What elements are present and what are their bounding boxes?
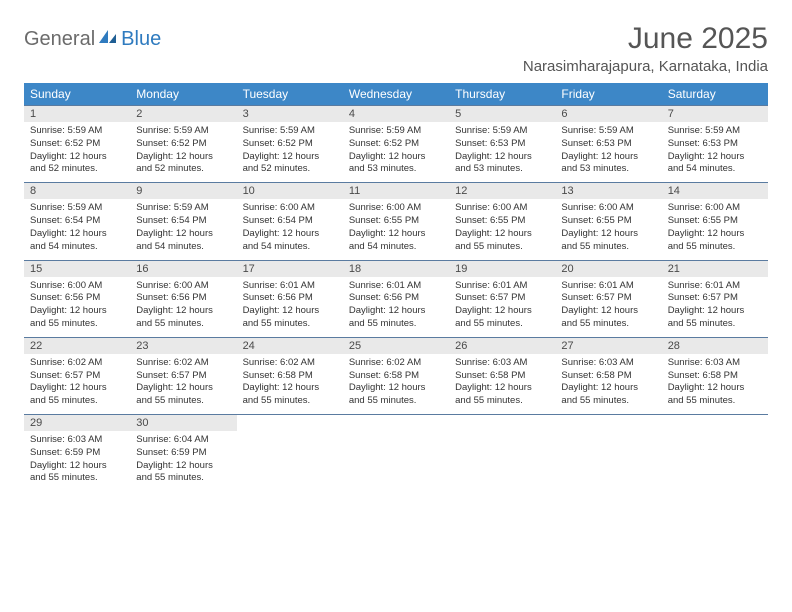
day-data-cell: Sunrise: 6:00 AMSunset: 6:56 PMDaylight:… <box>130 277 236 338</box>
day-data-row: Sunrise: 6:03 AMSunset: 6:59 PMDaylight:… <box>24 431 768 491</box>
day-data-cell <box>343 431 449 491</box>
title-block: June 2025 Narasimharajapura, Karnataka, … <box>523 22 768 75</box>
day-number-cell <box>237 415 343 432</box>
day-data-row: Sunrise: 5:59 AMSunset: 6:52 PMDaylight:… <box>24 122 768 183</box>
day-data-cell: Sunrise: 5:59 AMSunset: 6:54 PMDaylight:… <box>130 199 236 260</box>
weekday-header: Thursday <box>449 83 555 106</box>
day-number-row: 891011121314 <box>24 183 768 200</box>
day-number-cell: 24 <box>237 337 343 354</box>
day-data-cell: Sunrise: 6:02 AMSunset: 6:58 PMDaylight:… <box>343 354 449 415</box>
day-number-cell: 14 <box>662 183 768 200</box>
day-number-cell: 29 <box>24 415 130 432</box>
day-data-cell: Sunrise: 6:00 AMSunset: 6:55 PMDaylight:… <box>449 199 555 260</box>
day-data-row: Sunrise: 6:02 AMSunset: 6:57 PMDaylight:… <box>24 354 768 415</box>
day-number-cell: 25 <box>343 337 449 354</box>
day-data-cell: Sunrise: 5:59 AMSunset: 6:52 PMDaylight:… <box>24 122 130 183</box>
day-number-cell <box>555 415 661 432</box>
day-data-cell: Sunrise: 5:59 AMSunset: 6:53 PMDaylight:… <box>555 122 661 183</box>
day-number-cell: 6 <box>555 106 661 123</box>
day-data-cell <box>449 431 555 491</box>
day-data-row: Sunrise: 5:59 AMSunset: 6:54 PMDaylight:… <box>24 199 768 260</box>
day-data-cell: Sunrise: 6:01 AMSunset: 6:56 PMDaylight:… <box>237 277 343 338</box>
weekday-header-row: Sunday Monday Tuesday Wednesday Thursday… <box>24 83 768 106</box>
logo-text-blue: Blue <box>121 28 161 51</box>
day-number-row: 1234567 <box>24 106 768 123</box>
day-data-cell <box>555 431 661 491</box>
day-data-cell: Sunrise: 6:00 AMSunset: 6:54 PMDaylight:… <box>237 199 343 260</box>
day-number-cell: 5 <box>449 106 555 123</box>
day-number-cell: 19 <box>449 260 555 277</box>
day-data-cell: Sunrise: 6:03 AMSunset: 6:58 PMDaylight:… <box>555 354 661 415</box>
day-number-cell: 27 <box>555 337 661 354</box>
day-number-cell <box>343 415 449 432</box>
day-data-cell: Sunrise: 6:04 AMSunset: 6:59 PMDaylight:… <box>130 431 236 491</box>
day-number-cell: 9 <box>130 183 236 200</box>
day-number-cell: 8 <box>24 183 130 200</box>
day-number-cell: 23 <box>130 337 236 354</box>
calendar-table: Sunday Monday Tuesday Wednesday Thursday… <box>24 83 768 491</box>
day-data-cell <box>237 431 343 491</box>
day-number-cell: 13 <box>555 183 661 200</box>
day-number-cell: 11 <box>343 183 449 200</box>
day-data-cell: Sunrise: 6:00 AMSunset: 6:55 PMDaylight:… <box>343 199 449 260</box>
day-data-cell: Sunrise: 5:59 AMSunset: 6:52 PMDaylight:… <box>237 122 343 183</box>
day-number-cell: 12 <box>449 183 555 200</box>
page-header: General Blue June 2025 Narasimharajapura… <box>24 22 768 75</box>
day-data-row: Sunrise: 6:00 AMSunset: 6:56 PMDaylight:… <box>24 277 768 338</box>
month-title: June 2025 <box>523 22 768 56</box>
day-number-row: 15161718192021 <box>24 260 768 277</box>
day-number-cell: 15 <box>24 260 130 277</box>
day-number-cell: 21 <box>662 260 768 277</box>
day-data-cell: Sunrise: 6:02 AMSunset: 6:58 PMDaylight:… <box>237 354 343 415</box>
day-number-cell: 16 <box>130 260 236 277</box>
calendar-page: General Blue June 2025 Narasimharajapura… <box>0 0 792 513</box>
location-label: Narasimharajapura, Karnataka, India <box>523 58 768 75</box>
day-number-row: 2930 <box>24 415 768 432</box>
day-number-cell <box>449 415 555 432</box>
weekday-header: Friday <box>555 83 661 106</box>
logo-text-general: General <box>24 28 95 51</box>
day-data-cell: Sunrise: 5:59 AMSunset: 6:52 PMDaylight:… <box>343 122 449 183</box>
day-data-cell: Sunrise: 6:00 AMSunset: 6:55 PMDaylight:… <box>662 199 768 260</box>
day-number-cell: 22 <box>24 337 130 354</box>
weekday-header: Wednesday <box>343 83 449 106</box>
day-data-cell: Sunrise: 6:01 AMSunset: 6:57 PMDaylight:… <box>449 277 555 338</box>
weekday-header: Saturday <box>662 83 768 106</box>
day-data-cell: Sunrise: 5:59 AMSunset: 6:53 PMDaylight:… <box>662 122 768 183</box>
day-data-cell: Sunrise: 6:03 AMSunset: 6:58 PMDaylight:… <box>449 354 555 415</box>
day-number-cell: 18 <box>343 260 449 277</box>
day-number-cell: 30 <box>130 415 236 432</box>
day-number-cell: 4 <box>343 106 449 123</box>
day-number-cell <box>662 415 768 432</box>
day-data-cell: Sunrise: 6:01 AMSunset: 6:57 PMDaylight:… <box>555 277 661 338</box>
day-data-cell: Sunrise: 5:59 AMSunset: 6:52 PMDaylight:… <box>130 122 236 183</box>
day-data-cell: Sunrise: 6:02 AMSunset: 6:57 PMDaylight:… <box>24 354 130 415</box>
calendar-body: 1234567Sunrise: 5:59 AMSunset: 6:52 PMDa… <box>24 106 768 492</box>
day-number-cell: 1 <box>24 106 130 123</box>
day-data-cell: Sunrise: 5:59 AMSunset: 6:53 PMDaylight:… <box>449 122 555 183</box>
day-number-cell: 2 <box>130 106 236 123</box>
day-number-cell: 28 <box>662 337 768 354</box>
day-data-cell: Sunrise: 6:01 AMSunset: 6:57 PMDaylight:… <box>662 277 768 338</box>
weekday-header: Tuesday <box>237 83 343 106</box>
day-number-cell: 17 <box>237 260 343 277</box>
day-number-cell: 7 <box>662 106 768 123</box>
day-data-cell: Sunrise: 6:03 AMSunset: 6:58 PMDaylight:… <box>662 354 768 415</box>
day-number-cell: 10 <box>237 183 343 200</box>
weekday-header: Monday <box>130 83 236 106</box>
weekday-header: Sunday <box>24 83 130 106</box>
logo: General Blue <box>24 22 161 51</box>
day-data-cell <box>662 431 768 491</box>
day-data-cell: Sunrise: 6:00 AMSunset: 6:55 PMDaylight:… <box>555 199 661 260</box>
day-data-cell: Sunrise: 6:02 AMSunset: 6:57 PMDaylight:… <box>130 354 236 415</box>
day-number-row: 22232425262728 <box>24 337 768 354</box>
day-number-cell: 20 <box>555 260 661 277</box>
day-number-cell: 26 <box>449 337 555 354</box>
day-data-cell: Sunrise: 5:59 AMSunset: 6:54 PMDaylight:… <box>24 199 130 260</box>
logo-sail-icon <box>97 28 119 51</box>
day-data-cell: Sunrise: 6:00 AMSunset: 6:56 PMDaylight:… <box>24 277 130 338</box>
day-data-cell: Sunrise: 6:01 AMSunset: 6:56 PMDaylight:… <box>343 277 449 338</box>
day-data-cell: Sunrise: 6:03 AMSunset: 6:59 PMDaylight:… <box>24 431 130 491</box>
day-number-cell: 3 <box>237 106 343 123</box>
